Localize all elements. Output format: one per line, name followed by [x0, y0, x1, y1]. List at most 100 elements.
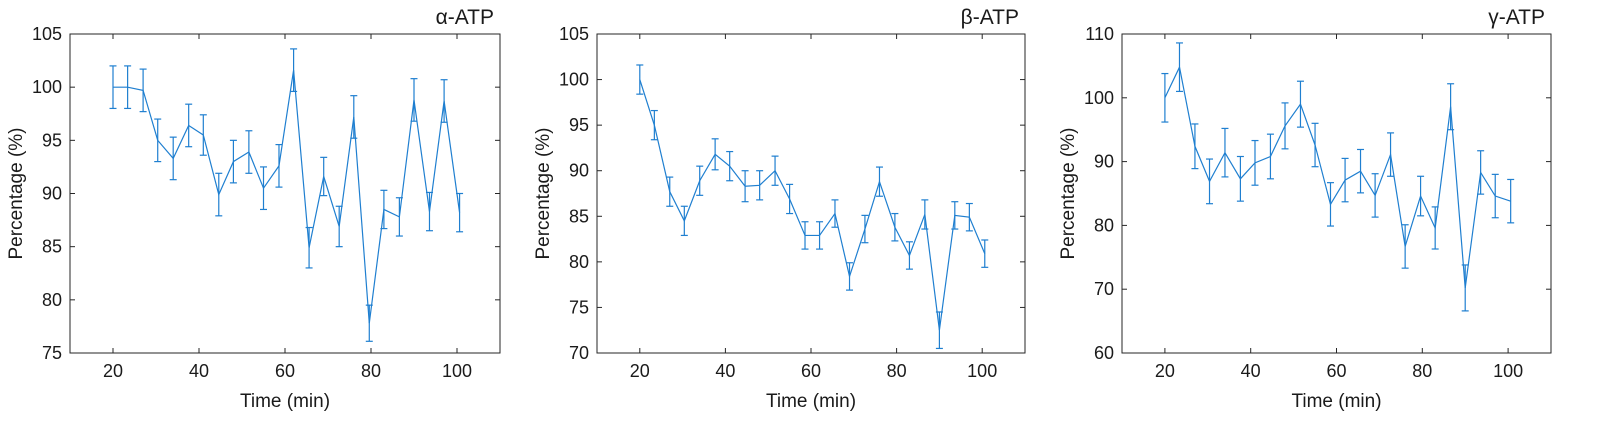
error-bar: [666, 176, 674, 207]
x-axis-label: Time (min): [766, 391, 856, 412]
error-bar: [786, 183, 794, 215]
y-tick-label: 105: [559, 24, 589, 44]
error-bar: [1281, 102, 1289, 150]
x-tick-label: 40: [715, 361, 735, 381]
error-bar: [1296, 80, 1304, 128]
error-bar: [680, 205, 688, 237]
x-tick-label: 100: [442, 361, 472, 381]
error-bar: [365, 304, 373, 342]
x-tick-label: 60: [275, 361, 295, 381]
x-axis-label: Time (min): [240, 391, 330, 412]
series-line: [639, 79, 986, 331]
y-tick-label: 100: [559, 70, 589, 90]
error-bar: [650, 109, 658, 141]
error-bar: [891, 212, 899, 242]
error-bar: [1447, 83, 1455, 131]
error-bar: [1341, 157, 1349, 203]
x-tick-label: 20: [1155, 361, 1175, 381]
y-tick-label: 80: [42, 290, 62, 310]
error-bar: [229, 139, 237, 184]
x-tick-label: 40: [189, 361, 209, 381]
error-bar: [1461, 264, 1469, 312]
error-bar: [1491, 173, 1499, 219]
error-bar: [846, 262, 854, 291]
y-tick-label: 90: [42, 184, 62, 204]
y-tick-label: 100: [1084, 88, 1114, 108]
x-tick-label: 80: [887, 361, 907, 381]
error-bar: [1401, 224, 1409, 269]
error-bar: [801, 221, 809, 250]
error-bar: [771, 155, 779, 186]
error-bar: [199, 114, 207, 156]
error-bar: [905, 241, 913, 270]
x-tick-label: 60: [801, 361, 821, 381]
error-bar: [741, 170, 749, 203]
error-bar: [215, 172, 223, 217]
error-bar: [935, 311, 943, 350]
x-axis-label: Time (min): [1291, 391, 1381, 412]
y-tick-label: 85: [569, 206, 589, 226]
error-bar: [260, 166, 267, 211]
error-bar: [154, 118, 162, 163]
chart-panel-3: 20 40 60 80 100 60 70 80 90 100 110 Time (min) Perce…: [1058, 6, 1552, 412]
chart-title: γ-ATP: [1488, 6, 1545, 29]
error-bar: [1251, 139, 1259, 186]
y-tick-label: 70: [569, 343, 589, 363]
y-axis-label: Percentage (%): [533, 127, 554, 259]
chart-panel-2: 20 40 60 80 100 70 75 80 85 90 95 100 105 Time (min) P…: [533, 6, 1026, 412]
series-line: [113, 70, 461, 324]
error-bar: [1236, 155, 1244, 202]
error-bar: [1371, 173, 1379, 218]
error-bar: [711, 138, 719, 171]
error-bar: [1477, 150, 1485, 195]
y-tick-label: 85: [42, 237, 62, 257]
x-tick-label: 80: [1412, 361, 1432, 381]
series-line: [1164, 65, 1511, 288]
y-tick-label: 75: [42, 343, 62, 363]
error-bar: [636, 64, 644, 95]
error-bar: [1266, 133, 1274, 180]
chart-title: β-ATP: [961, 6, 1019, 29]
error-bar: [1221, 127, 1229, 178]
error-bar: [861, 214, 869, 244]
error-bar: [380, 189, 388, 230]
x-tick-label: 20: [630, 361, 650, 381]
error-bar: [456, 192, 464, 233]
y-tick-label: 95: [42, 130, 62, 150]
x-tick-label: 60: [1326, 361, 1346, 381]
error-bar: [1206, 158, 1214, 205]
y-tick-label: 95: [569, 115, 589, 135]
error-bar: [726, 150, 734, 182]
y-tick-label: 80: [1094, 215, 1114, 235]
plot-frame: [596, 33, 1026, 354]
error-bar: [320, 156, 328, 197]
error-bar: [1175, 42, 1183, 93]
error-bar: [440, 79, 448, 123]
error-bar: [124, 65, 132, 110]
error-bar: [185, 103, 193, 148]
x-tick-label: 40: [1241, 361, 1261, 381]
error-bar: [1357, 148, 1365, 194]
error-bar: [395, 197, 403, 237]
error-bar: [305, 226, 313, 269]
y-tick-label: 105: [32, 24, 62, 44]
y-tick-label: 110: [1085, 24, 1114, 44]
x-tick-label: 80: [361, 361, 381, 381]
error-bar: [1191, 123, 1199, 170]
error-bar: [696, 165, 704, 196]
y-tick-label: 75: [569, 297, 589, 317]
x-tick-label: 20: [103, 361, 123, 381]
plot-frame: [69, 33, 501, 354]
error-bar: [921, 199, 929, 230]
y-axis-label: Percentage (%): [6, 127, 27, 259]
y-tick-label: 90: [1094, 152, 1114, 172]
error-bar: [410, 78, 418, 122]
chart-panel-1: 20 40 60 80 100 75 80 85 90 95 100 105 Time (min) Per…: [6, 6, 501, 412]
y-axis-label: Percentage (%): [1058, 127, 1079, 259]
error-bar: [1431, 206, 1439, 250]
error-bar: [981, 239, 989, 268]
error-bar: [1417, 175, 1425, 217]
error-bar: [1387, 132, 1395, 177]
y-tick-label: 80: [569, 252, 589, 272]
